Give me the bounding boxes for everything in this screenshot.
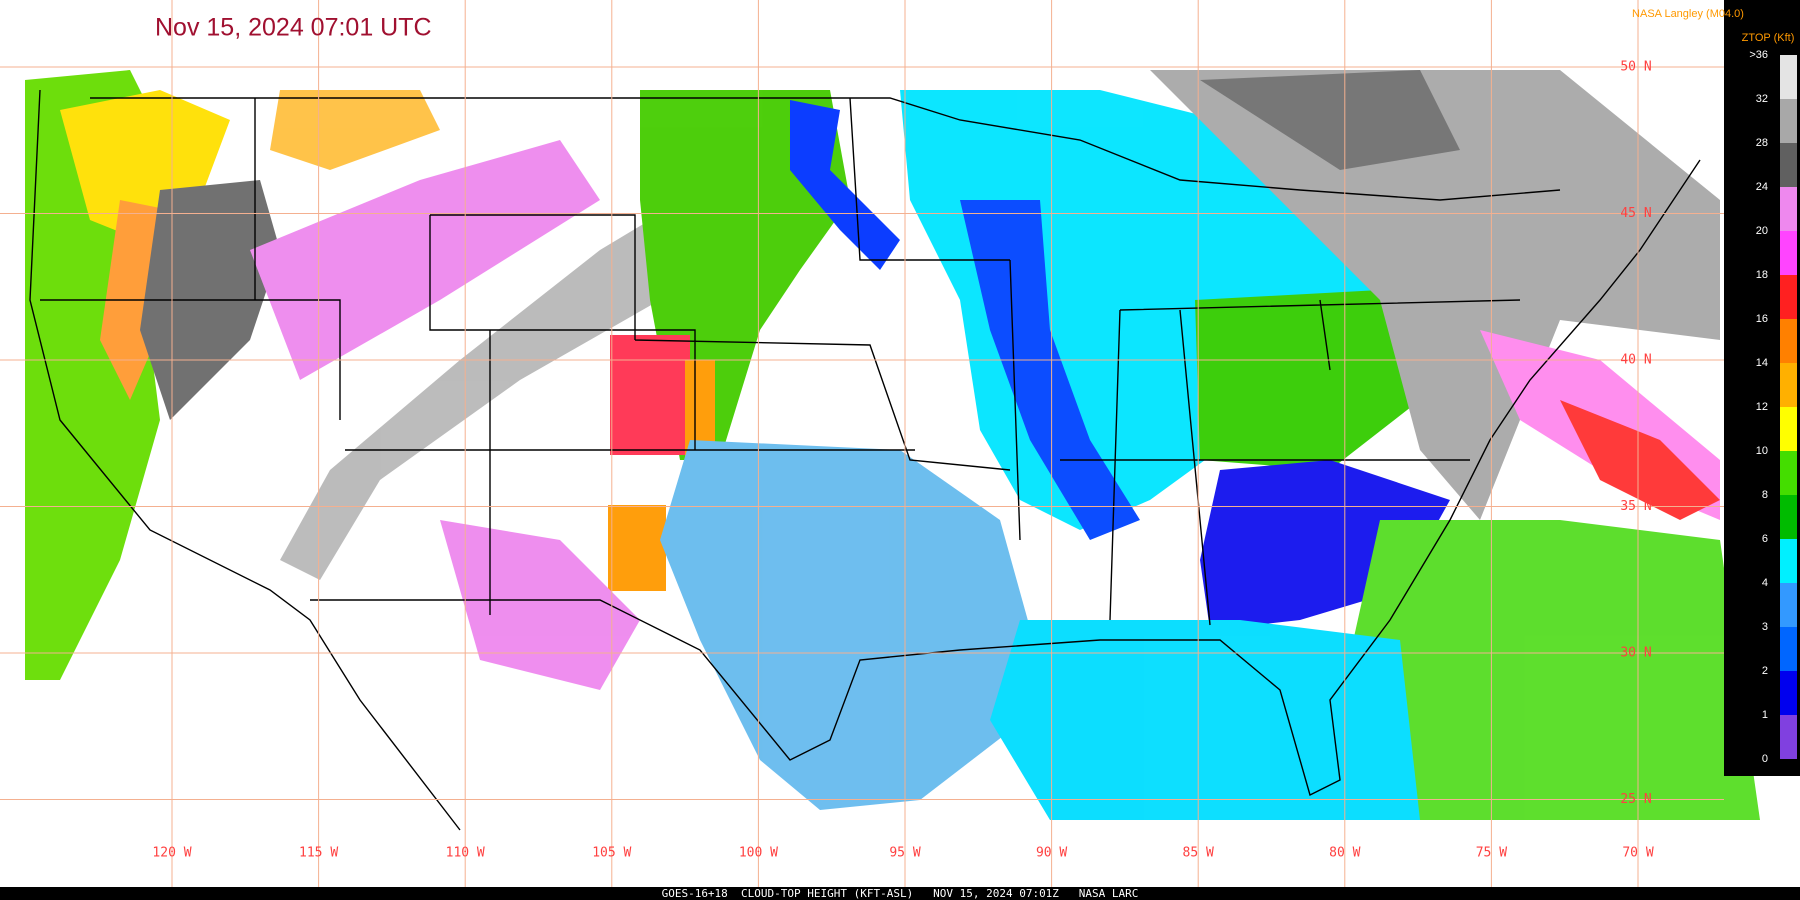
colorbar-swatch (1780, 451, 1797, 495)
longitude-label: 70 W (1622, 846, 1653, 861)
cloud-blob (250, 140, 600, 380)
state-lines (40, 97, 1521, 626)
colorbar-label: 12 (1756, 401, 1768, 413)
colorbar-label: 3 (1762, 621, 1768, 633)
cloud-blob (1195, 290, 1420, 470)
colorbar-swatch (1780, 627, 1797, 671)
colorbar-swatch (1780, 319, 1797, 363)
cloud-blob (1200, 70, 1460, 170)
cloud-blob (660, 440, 1050, 810)
colorbar-swatch (1780, 275, 1797, 319)
longitude-label: 85 W (1183, 846, 1214, 861)
latitude-label: 30 N (1620, 646, 1651, 661)
cloud-blob (610, 335, 690, 455)
cloud-blob (1560, 400, 1720, 520)
cloud-blob (1340, 520, 1760, 820)
colorbar-swatch (1780, 671, 1797, 715)
latitude-label: 45 N (1620, 206, 1651, 221)
longitude-label: 95 W (889, 846, 920, 861)
cloud-blob (790, 100, 900, 270)
cloud-field (25, 70, 1760, 820)
longitude-label: 90 W (1036, 846, 1067, 861)
colorbar-swatch (1780, 407, 1797, 451)
border-canada (90, 97, 1561, 201)
colorbar-label: 14 (1756, 357, 1768, 369)
colorbar-label: 8 (1762, 489, 1768, 501)
colorbar-swatch (1780, 231, 1797, 275)
longitude-label: 105 W (592, 846, 631, 861)
colorbar-label: 32 (1756, 93, 1768, 105)
colorbar-title: ZTOP (Kft) (1742, 32, 1795, 44)
colorbar-label: >36 (1749, 49, 1768, 61)
graticule-labels: 120 W 115 W 110 W 105 W 100 W 95 W 90 W 85 W 80 … (152, 60, 1653, 861)
colorbar-label: 24 (1756, 181, 1768, 193)
colorbar-label: 10 (1756, 445, 1768, 457)
borders (29, 89, 1701, 831)
colorbar-label: 4 (1762, 577, 1768, 589)
footer: GOES-16+18 CLOUD-TOP HEIGHT (KFT-ASL) NO… (662, 887, 1139, 900)
colorbar-label: 18 (1756, 269, 1768, 281)
longitude-label: 75 W (1476, 846, 1507, 861)
footer-bar (0, 887, 1800, 900)
colorbar-swatch (1780, 143, 1797, 187)
colorbar-label: 6 (1762, 533, 1768, 545)
latitude-label: 40 N (1620, 353, 1651, 368)
cloud-blob (280, 220, 660, 580)
colorbar-swatch (1780, 583, 1797, 627)
colorbar-label: 28 (1756, 137, 1768, 149)
colorbar-label: 16 (1756, 313, 1768, 325)
cloud-blob (608, 505, 666, 591)
colorbar-swatch (1780, 99, 1797, 143)
coastline (29, 89, 1701, 831)
credit: NASA Langley (M04.0) (1632, 8, 1744, 20)
longitude-label: 110 W (446, 846, 485, 861)
colorbar-swatch (1780, 539, 1797, 583)
longitude-label: 80 W (1329, 846, 1360, 861)
colorbar-label: 2 (1762, 665, 1768, 677)
cloud-blob (1150, 70, 1720, 520)
colorbar-swatch (1780, 363, 1797, 407)
colorbar-swatch (1780, 187, 1797, 231)
colorbar-swatch (1780, 715, 1797, 759)
map-title: Nov 15, 2024 07:01 UTC (155, 14, 432, 42)
colorbar-swatch (1780, 55, 1797, 99)
latitude-label: 25 N (1620, 792, 1651, 807)
cloud-blob (990, 620, 1420, 820)
longitude-label: 115 W (299, 846, 338, 861)
longitude-label: 100 W (739, 846, 778, 861)
colorbar-label: 0 (1762, 753, 1768, 765)
latitude-label: 50 N (1620, 60, 1651, 75)
latitude-label: 35 N (1620, 499, 1651, 514)
colorbar-label: 1 (1762, 709, 1768, 721)
graticule (0, 0, 1724, 887)
cloud-blob (270, 90, 440, 170)
colorbar-label: 20 (1756, 225, 1768, 237)
cloud-blob (960, 200, 1140, 540)
longitude-label: 120 W (152, 846, 191, 861)
colorbar-swatch (1780, 495, 1797, 539)
